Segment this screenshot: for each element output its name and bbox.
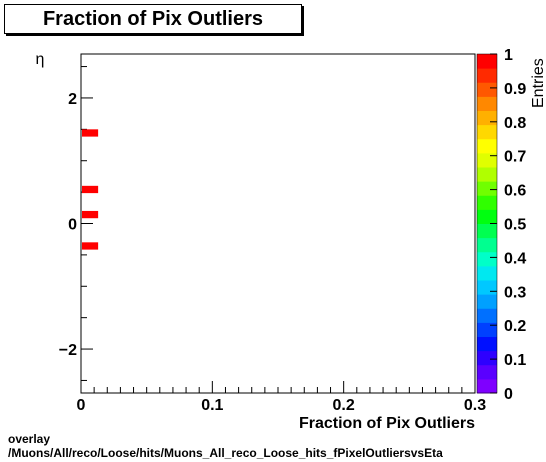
y-tick-label: 0 [68,217,77,234]
colorbar-segment [477,96,497,111]
colorbar-tick-label: 0.2 [504,318,526,335]
heatmap-cell [82,242,99,250]
colorbar-segment [477,152,497,168]
footer: overlay /Muons/All/reco/Loose/hits/Muons… [8,432,443,460]
x-tick-label: 0.2 [333,397,355,414]
colorbar-title: Entries [530,58,546,108]
colorbar-segment [477,251,497,267]
colorbar-tick-label: 0.5 [504,217,526,234]
colorbar-tick-label: 1 [504,47,513,64]
colorbar-segment [477,167,497,182]
y-axis-title: η [36,51,45,68]
colorbar-tick-label: 0.1 [504,352,526,369]
colorbar-tick-label: 0.3 [504,284,526,301]
x-tick-label: 0.3 [464,397,486,414]
y-tick-label: −2 [59,342,77,359]
plot-frame [80,53,476,394]
colorbar-segment [477,209,497,224]
y-tick-label: 2 [68,91,77,108]
colorbar-segment [477,350,497,366]
colorbar-segment [477,336,497,352]
colorbar-segment [477,124,497,140]
footer-line-2: /Muons/All/reco/Loose/hits/Muons_All_rec… [8,446,443,460]
colorbar-segment [477,68,497,83]
x-tick-label: 0 [77,397,86,414]
colorbar-segment [477,82,497,97]
colorbar-segment [477,378,497,394]
colorbar-tick-label: 0.7 [504,149,526,166]
colorbar-segment [477,181,497,196]
colorbar-tick-label: 0 [504,386,513,403]
colorbar-segment [477,265,497,281]
colorbar-tick-label: 0.6 [504,183,526,200]
colorbar-segment [477,364,497,380]
colorbar-tick-label: 0.4 [504,250,526,267]
chart-title-box: Fraction of Pix Outliers [4,4,302,34]
colorbar-segment [477,54,497,69]
colorbar-tick-label: 0.8 [504,115,526,132]
colorbar-segment [477,322,497,337]
colorbar-segment [477,223,497,239]
x-axis-title: Fraction of Pix Outliers [299,415,475,432]
colorbar-segment [477,294,497,309]
heatmap-cell [82,210,99,219]
colorbar-tick-label: 0.9 [504,81,526,98]
x-tick-label: 0.1 [201,397,223,414]
colorbar-segment [477,195,497,210]
heatmap-cell [82,129,99,137]
colorbar-segment [477,110,497,126]
colorbar-segment [477,280,497,295]
heatmap-cell [82,185,99,194]
footer-line-1: overlay [8,432,51,446]
chart-title: Fraction of Pix Outliers [42,7,264,30]
colorbar-segment [477,237,497,253]
colorbar-segment [477,138,497,154]
colorbar-segment [477,308,497,323]
